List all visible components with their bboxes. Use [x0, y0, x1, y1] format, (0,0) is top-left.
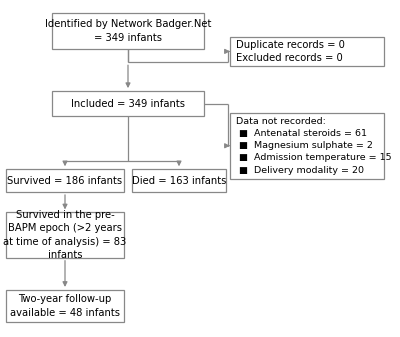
Text: Died = 163 infants: Died = 163 infants	[132, 176, 226, 186]
FancyBboxPatch shape	[6, 212, 124, 258]
Text: Two-year follow-up
available = 48 infants: Two-year follow-up available = 48 infant…	[10, 294, 120, 318]
Text: Identified by Network Badger.Net
= 349 infants: Identified by Network Badger.Net = 349 i…	[45, 19, 211, 43]
FancyBboxPatch shape	[6, 169, 124, 192]
Text: Duplicate records = 0
Excluded records = 0: Duplicate records = 0 Excluded records =…	[236, 39, 345, 63]
Text: Survived in the pre-
BAPM epoch (>2 years
at time of analysis) = 83
infants: Survived in the pre- BAPM epoch (>2 year…	[3, 210, 127, 261]
FancyBboxPatch shape	[6, 290, 124, 322]
FancyBboxPatch shape	[230, 113, 384, 179]
FancyBboxPatch shape	[132, 169, 226, 192]
FancyBboxPatch shape	[52, 91, 204, 116]
FancyBboxPatch shape	[52, 13, 204, 49]
Text: Survived = 186 infants: Survived = 186 infants	[8, 176, 122, 186]
Text: Included = 349 infants: Included = 349 infants	[71, 99, 185, 109]
FancyBboxPatch shape	[230, 37, 384, 66]
Text: Data not recorded:
 ■  Antenatal steroids = 61
 ■  Magnesium sulphate = 2
 ■  Ad: Data not recorded: ■ Antenatal steroids …	[236, 117, 392, 175]
